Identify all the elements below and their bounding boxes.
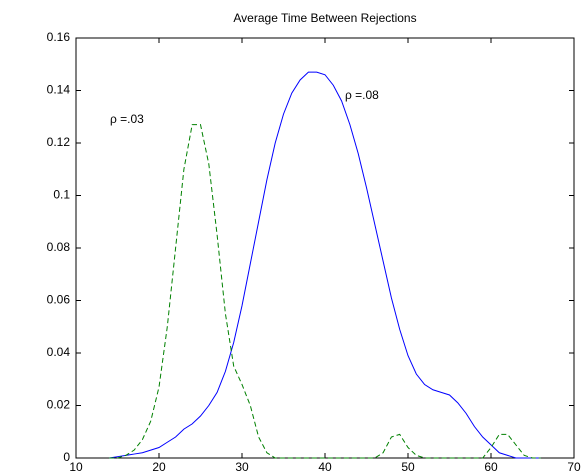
y-tick-label: 0.08 <box>47 240 71 254</box>
y-tick-label: 0.14 <box>47 83 71 97</box>
data-line <box>109 71 541 459</box>
x-tick-label: 50 <box>401 460 415 474</box>
chart-title: Average Time Between Rejections <box>233 11 416 25</box>
y-tick-label: 0.12 <box>47 135 71 149</box>
data-line <box>109 124 541 459</box>
y-tick-label: 0 <box>63 450 70 464</box>
y-tick-label: 0.16 <box>47 30 71 44</box>
x-tick-label: 40 <box>318 460 332 474</box>
plot-area <box>75 37 575 459</box>
annotation: ρ =.08 <box>345 88 379 102</box>
x-tick-label: 30 <box>235 460 249 474</box>
annotation: ρ =.03 <box>110 112 144 126</box>
x-tick-label: 20 <box>152 460 166 474</box>
y-tick-label: 0.06 <box>47 293 71 307</box>
y-tick-label: 0.1 <box>53 188 70 202</box>
y-tick-label: 0.02 <box>47 398 71 412</box>
x-tick-label: 60 <box>484 460 498 474</box>
y-tick-label: 0.04 <box>47 345 71 359</box>
x-tick-label: 70 <box>567 460 581 474</box>
x-tick-label: 10 <box>69 460 83 474</box>
